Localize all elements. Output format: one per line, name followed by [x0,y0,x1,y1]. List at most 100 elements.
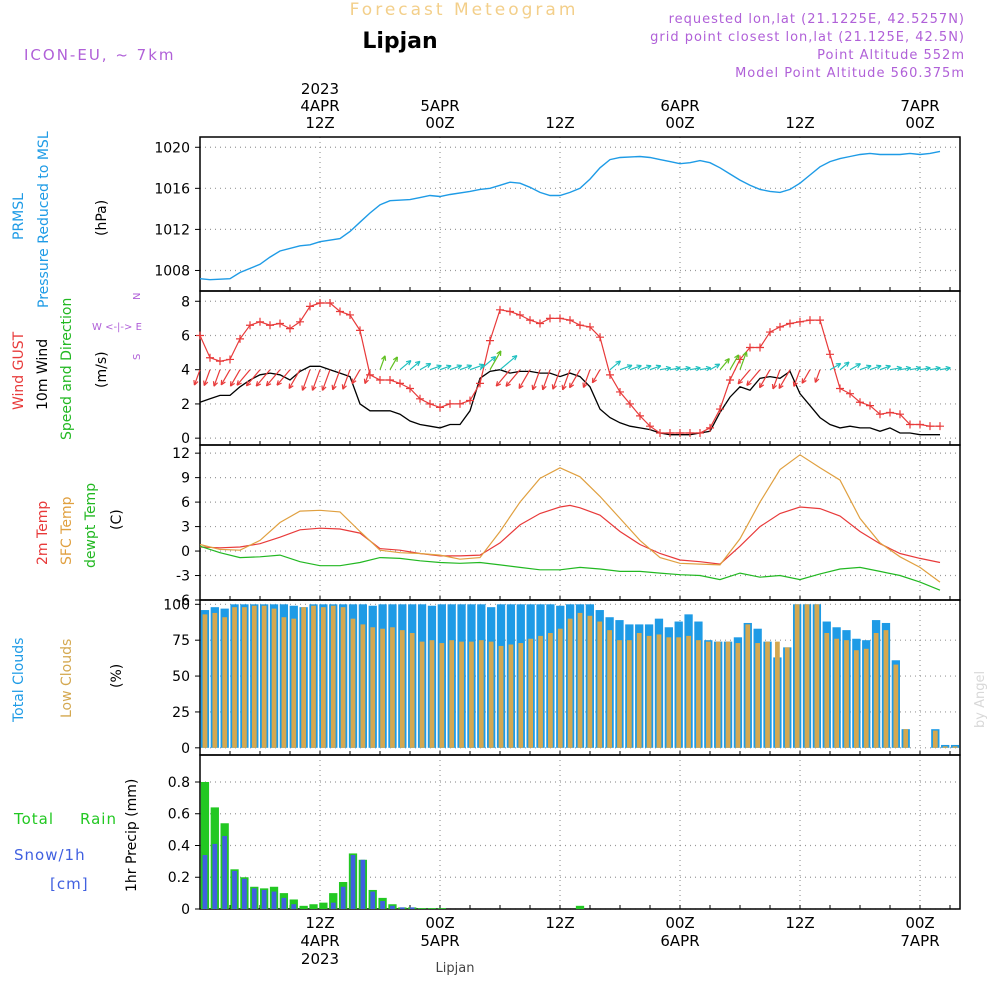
gust-marker [586,322,594,331]
top-time-label: 00Z [905,114,934,132]
gust-marker [836,384,844,393]
gust-marker [726,375,734,384]
gust-marker [876,410,884,419]
wind-arrow [518,369,531,389]
wind-arrow-head [705,365,712,372]
compass-s: S [132,354,143,360]
wind-arrow [889,367,902,371]
wind-arrow-head [518,383,524,390]
wind-arrow [859,365,872,371]
wind-arrow-head [646,364,652,370]
wind-arrow-head [844,361,850,367]
low-cloud-bar [696,640,701,748]
info-line-altitude: Point Altitude 552m [817,48,965,63]
wind-arrow [229,369,241,387]
snow-bar [360,859,366,909]
gust-marker [306,302,314,311]
low-cloud-bar [656,634,662,748]
wind-arrow-head [363,378,369,385]
y-tick-label: 0 [181,902,190,918]
wind-arrow [311,369,321,391]
low-cloud-bar [804,604,810,748]
rain-bar [575,905,585,909]
wind-arrow [639,365,652,371]
wind-arrow-head [742,351,748,357]
wind-arrow-head [778,383,784,390]
wind-arrow [469,364,485,371]
wind-arrow-head [561,384,567,391]
gust-marker [476,379,484,388]
pressure-panel: 1008 1012 1016 1020 PRMSL Pressure Reduced to… [11,131,961,308]
gust-marker [846,389,854,398]
compass-legend: N W <-|-> E S [92,293,143,360]
wind-arrow [389,356,398,371]
wind-arrow-head [675,365,681,372]
wind-arrow [364,369,371,384]
wind-arrow-head [905,365,912,372]
wind-arrow [772,369,781,390]
wind-arrow [629,365,642,371]
wind-arrow-head [551,384,557,390]
gust-marker [886,408,894,417]
wind-arrow-head [301,385,307,391]
y-tick-label: 0.4 [168,838,190,854]
wind-arrow-head [746,380,752,386]
low-cloud-bar [942,746,948,748]
wind-arrow-head [351,378,357,385]
bottom-time-label: 6APR [660,932,699,950]
gust-marker [496,305,504,314]
gust-marker [506,307,514,316]
wind-arrow-head [490,355,497,362]
wind-arrow-head [436,364,442,370]
wind-arrow-head [855,363,861,369]
wind-arrow [939,367,951,371]
gust-marker [406,384,414,393]
sfc-temp-line [199,454,941,583]
low-cloud-bar [380,628,385,748]
low-cloud-bar [725,641,731,748]
bottom-time-label: 00Z [425,914,454,932]
snow-bar [340,886,346,909]
gust-marker [216,357,224,366]
location-title: Lipjan [362,29,437,54]
low-cloud-bar [488,641,494,748]
rain-bar [417,908,427,909]
low-cloud-bar [853,650,859,748]
wind-arrow-head [569,382,575,389]
low-cloud-bar [557,628,563,748]
low-cloud-bar [646,635,652,748]
y-tick-label: 0.6 [168,807,190,823]
y-tick-label: -6 [176,593,190,609]
rain-bar [299,905,308,909]
low-cloud-bar [399,630,405,748]
wind-arrow [814,369,821,383]
ylabel-10m-wind: 10m Wind [35,339,51,410]
low-cloud-bar [478,640,484,748]
gust-marker [696,429,704,438]
gust-marker [256,317,264,326]
low-cloud-bar [311,605,316,748]
low-cloud-bar [281,617,287,748]
wind-panel: 0 2 4 6 8 Wind GUST 10m Wind Speed and Directio… [11,290,961,447]
y-tick-label: 12 [172,446,190,462]
wind-arrow [619,364,633,371]
legend-cm: [cm] [50,875,89,893]
ylabel-unit-ms: (m/s) [94,351,110,388]
wind-arrow-head [466,364,473,370]
gust-marker [536,319,544,328]
wind-arrow-head [456,364,463,370]
wind-arrow-head [734,354,740,360]
low-cloud-bar [903,729,909,748]
y-tick-label: 0.2 [168,870,190,886]
wind-arrow [220,369,231,386]
wind-arrow-head [229,381,235,387]
low-cloud-bar [844,640,849,748]
gust-marker [456,399,464,408]
wind-arrow [879,365,891,371]
ylabel-pressure-desc: Pressure Reduced to MSL [36,131,52,308]
wind-arrow [759,369,771,389]
low-cloud-bar [360,624,366,748]
low-cloud-bar [735,643,741,748]
wind-arrow-head [541,384,547,391]
